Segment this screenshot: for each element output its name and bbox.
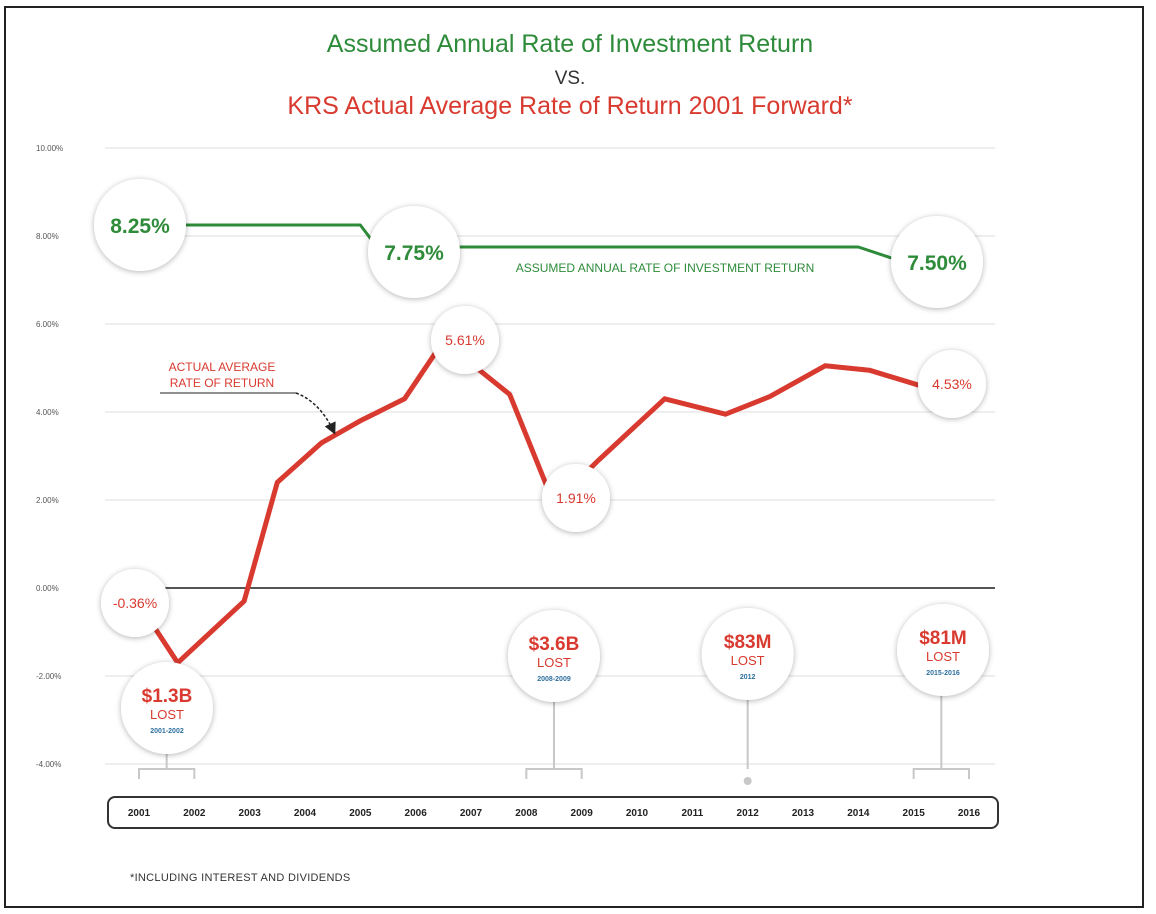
value-bubbles: 8.25% 7.75% 7.50% -0.36% 5.61% 1.91% 4.53% $1.3… <box>94 179 989 754</box>
x-axis: 2001 2002 2003 2004 2005 2006 2007 2008 2009 2010… <box>107 796 999 829</box>
loss-connector <box>743 690 752 785</box>
loss-period: 2012 <box>740 674 756 681</box>
loss-word: LOST <box>537 655 571 670</box>
chart-title: Assumed Annual Rate of Investment Return <box>326 30 814 58</box>
footnote: *INCLUDING INTEREST AND DIVIDENDS <box>130 872 351 884</box>
loss-connector <box>525 690 583 779</box>
chart-title-vs: VS. <box>554 68 586 89</box>
loss-bracket <box>912 768 970 779</box>
loss-amount: $3.6B <box>529 634 580 655</box>
x-tick-label: 2002 <box>183 808 206 819</box>
chart-frame <box>4 6 1144 908</box>
actual-rate-label: 4.53% <box>932 376 972 392</box>
actual-rate-label: 1.91% <box>556 490 596 506</box>
loss-amount: $83M <box>724 632 772 653</box>
x-tick-label: 2006 <box>405 808 428 819</box>
y-tick-label: 10.00% <box>36 144 63 153</box>
actual-rate-bubble <box>918 350 986 418</box>
loss-bubble <box>897 604 989 696</box>
actual-label-arrow <box>295 392 336 435</box>
actual-line-label: ACTUAL AVERAGE <box>169 360 276 374</box>
x-axis-box <box>107 796 999 829</box>
loss-period: 2001-2002 <box>150 728 184 735</box>
x-tick-label: 2010 <box>626 808 649 819</box>
y-tick-label: -2.00% <box>36 672 61 681</box>
loss-period: 2015-2016 <box>926 670 960 677</box>
loss-connector <box>912 690 970 779</box>
x-tick-label: 2004 <box>294 808 317 819</box>
loss-word: LOST <box>731 653 765 668</box>
actual-rate-label: 5.61% <box>445 332 485 348</box>
assumed-rate-bubble <box>891 216 983 308</box>
y-tick-label: 0.00% <box>36 584 59 593</box>
chart-subtitle: KRS Actual Average Rate of Return 2001 F… <box>287 92 853 120</box>
actual-rate-line <box>136 338 933 666</box>
x-tick-label: 2001 <box>128 808 151 819</box>
y-tick-label: 2.00% <box>36 496 59 505</box>
x-tick-label: 2014 <box>847 808 870 819</box>
assumed-rate-label: 7.50% <box>907 252 967 275</box>
assumed-rate-bubble <box>368 206 460 298</box>
y-tick-label: -4.00% <box>36 760 61 769</box>
x-tick-label: 2007 <box>460 808 483 819</box>
x-tick-label: 2005 <box>349 808 372 819</box>
loss-bubble <box>121 662 213 754</box>
assumed-rate-line <box>137 223 893 260</box>
x-tick-label: 2012 <box>737 808 760 819</box>
x-tick-label: 2015 <box>903 808 926 819</box>
actual-rate-bubble <box>431 306 499 374</box>
loss-connectors <box>138 690 970 785</box>
x-tick-label: 2003 <box>239 808 262 819</box>
loss-bracket <box>525 768 583 779</box>
assumed-rate-bubble <box>94 179 186 271</box>
assumed-line-label: ASSUMED ANNUAL RATE OF INVESTMENT RETURN <box>516 261 814 275</box>
x-tick-label: 2011 <box>681 808 703 819</box>
loss-period: 2008-2009 <box>537 676 571 683</box>
y-tick-label: 4.00% <box>36 408 59 417</box>
x-tick-label: 2013 <box>792 808 815 819</box>
y-tick-label: 8.00% <box>36 232 59 241</box>
assumed-rate-label: 8.25% <box>110 215 170 238</box>
line-labels: ASSUMED ANNUAL RATE OF INVESTMENT RETURN… <box>160 261 814 435</box>
loss-amount: $1.3B <box>142 686 193 707</box>
loss-bracket <box>138 768 196 779</box>
loss-amount: $81M <box>919 628 967 649</box>
assumed-rate-label: 7.75% <box>384 242 444 265</box>
actual-rate-bubble <box>542 464 610 532</box>
loss-word: LOST <box>926 649 960 664</box>
x-tick-label: 2009 <box>571 808 594 819</box>
actual-line-label: RATE OF RETURN <box>170 376 274 390</box>
series-lines <box>136 223 933 666</box>
actual-rate-label: -0.36% <box>113 595 157 611</box>
x-tick-label: 2008 <box>515 808 538 819</box>
loss-bubble <box>508 610 600 702</box>
y-tick-label: 6.00% <box>36 320 59 329</box>
actual-rate-bubble <box>101 569 169 637</box>
y-axis: 10.00% 8.00% 6.00% 4.00% 2.00% 0.00% -2.00% -4.… <box>36 144 63 769</box>
x-tick-label: 2016 <box>958 808 981 819</box>
loss-dot <box>743 777 752 785</box>
loss-word: LOST <box>150 707 184 722</box>
loss-bubble <box>701 608 794 700</box>
